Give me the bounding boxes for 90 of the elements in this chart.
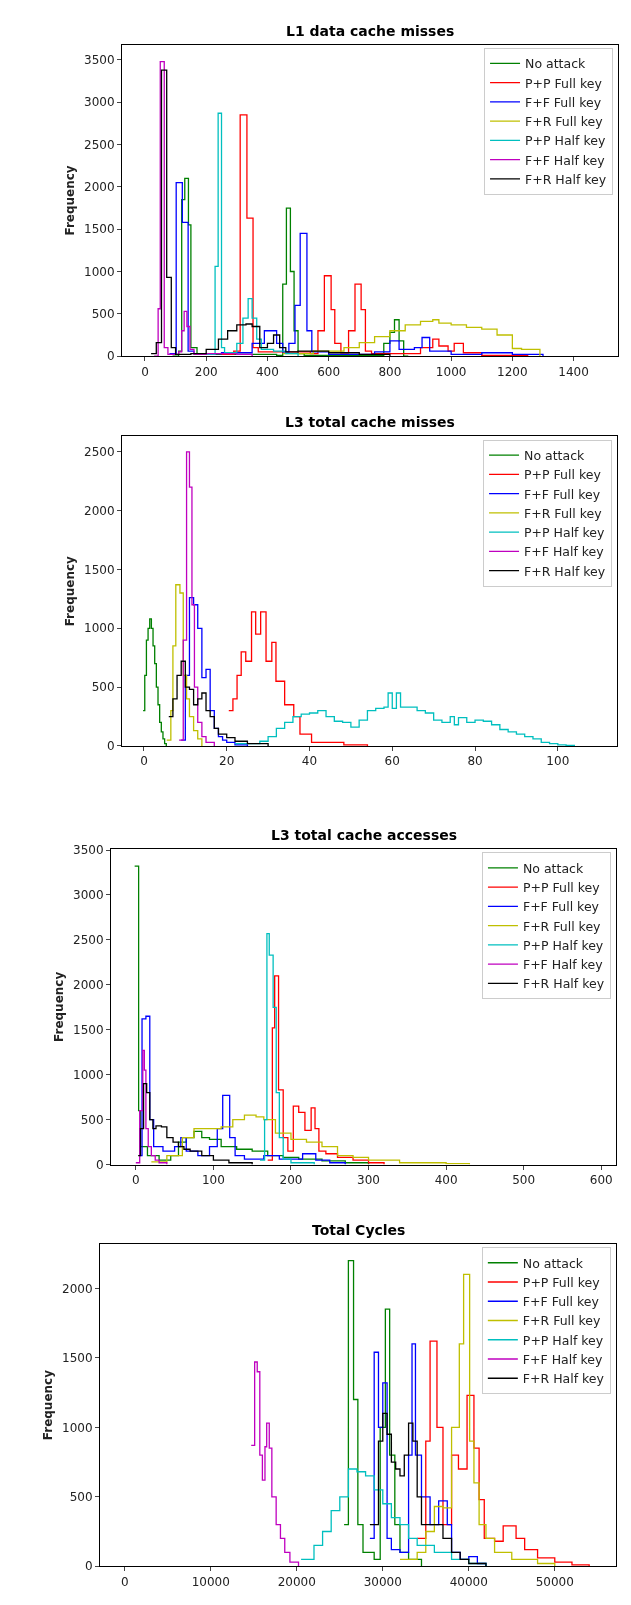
y-axis-title: Frequency <box>52 971 67 1042</box>
x-tick-label: 400 <box>434 1172 458 1187</box>
x-tick-label: 600 <box>317 364 341 379</box>
y-tick-label: 500 <box>91 680 115 695</box>
legend-label: F+F Half key <box>522 957 604 973</box>
legend-label: P+P Full key <box>525 75 603 91</box>
y-tick-label: 500 <box>80 1112 104 1127</box>
y-tick-label: 0 <box>106 739 115 754</box>
y-tick-label: 2500 <box>73 933 104 948</box>
y-tick-label: 0 <box>95 1157 104 1172</box>
x-tick-label: 0 <box>120 1574 129 1589</box>
y-tick-label: 1000 <box>84 264 115 279</box>
x-tick-label: 20 <box>219 754 235 769</box>
y-tick-label: 1500 <box>84 562 115 577</box>
y-tick-label: 3500 <box>84 53 115 68</box>
y-tick-label: 3000 <box>84 95 115 110</box>
legend-label: F+R Full key <box>524 505 603 521</box>
y-tick-label: 2000 <box>62 1281 93 1296</box>
legend-label: F+F Full key <box>522 1294 600 1310</box>
x-tick-label: 200 <box>279 1172 303 1187</box>
x-tick-label: 80 <box>467 754 483 769</box>
legend-label: P+P Half key <box>522 1332 604 1348</box>
y-tick-label: 500 <box>69 1489 93 1504</box>
legend-label: No attack <box>522 1255 584 1271</box>
y-tick-label: 1500 <box>73 1022 104 1037</box>
legend-label: F+R Full key <box>522 1313 601 1329</box>
legend-label: P+P Half key <box>522 937 604 953</box>
x-tick-label: 1200 <box>497 364 528 379</box>
y-tick-label: 0 <box>106 349 115 364</box>
legend-label: P+P Half key <box>525 133 606 149</box>
x-tick-label: 50000 <box>535 1574 574 1589</box>
x-tick-label: 500 <box>512 1172 536 1187</box>
y-tick-label: 1000 <box>73 1067 104 1082</box>
x-tick-label: 20000 <box>277 1574 316 1589</box>
legend-label: F+R Half key <box>522 976 605 992</box>
legend-label: F+F Full key <box>524 486 601 502</box>
y-tick-label: 0 <box>84 1559 93 1574</box>
legend-label: No attack <box>525 56 587 72</box>
x-tick-label: 300 <box>357 1172 380 1187</box>
y-tick-label: 2000 <box>84 503 115 518</box>
legend-label: No attack <box>522 860 584 876</box>
legend-label: F+R Full key <box>525 114 604 130</box>
y-tick-label: 3000 <box>73 888 104 903</box>
legend-label: F+R Half key <box>524 563 606 579</box>
x-tick-label: 600 <box>589 1172 613 1187</box>
x-tick-label: 40000 <box>449 1574 488 1589</box>
y-axis-title: Frequency <box>63 165 78 236</box>
y-tick-label: 1000 <box>84 621 115 636</box>
legend-label: No attack <box>524 448 586 464</box>
legend-label: F+F Half key <box>524 544 605 560</box>
x-tick-label: 200 <box>194 364 218 379</box>
legend-label: P+P Full key <box>524 467 602 483</box>
x-tick-label: 400 <box>255 364 279 379</box>
legend-label: F+R Full key <box>522 918 602 934</box>
legend-label: F+R Half key <box>522 1371 605 1387</box>
x-tick-label: 30000 <box>363 1574 402 1589</box>
y-tick-label: 1500 <box>84 222 115 237</box>
y-axis-title: Frequency <box>63 555 78 627</box>
legend-label: F+F Full key <box>525 94 602 110</box>
y-axis-title: Frequency <box>41 1369 56 1441</box>
y-tick-label: 2000 <box>84 180 115 195</box>
x-tick-label: 0 <box>141 364 149 379</box>
y-tick-label: 2000 <box>73 978 104 993</box>
y-tick-label: 2500 <box>84 444 115 459</box>
y-tick-label: 1500 <box>62 1351 93 1366</box>
legend-label: P+P Full key <box>522 1274 601 1290</box>
x-tick-label: 0 <box>132 1172 140 1187</box>
legend-label: F+F Full key <box>522 899 600 915</box>
legend-label: P+P Full key <box>522 880 601 896</box>
y-tick-label: 500 <box>91 307 115 322</box>
y-tick-label: 3500 <box>73 843 104 858</box>
x-tick-label: 800 <box>378 364 402 379</box>
legend-label: F+R Half key <box>525 171 607 187</box>
y-tick-label: 2500 <box>84 137 115 152</box>
legend-label: P+P Half key <box>524 525 605 541</box>
x-tick-label: 10000 <box>191 1574 230 1589</box>
chart-title: Total Cycles <box>312 1222 406 1238</box>
x-tick-label: 1000 <box>435 364 467 379</box>
x-tick-label: 40 <box>301 754 318 769</box>
chart-title: L1 data cache misses <box>286 23 455 39</box>
legend-label: F+F Half key <box>525 152 606 168</box>
chart-title: L3 total cache accesses <box>271 827 458 843</box>
y-tick-label: 1000 <box>62 1420 93 1435</box>
x-tick-label: 1400 <box>558 364 589 379</box>
x-tick-label: 100 <box>546 754 570 769</box>
x-tick-label: 60 <box>384 754 400 769</box>
x-tick-label: 0 <box>140 754 148 769</box>
x-tick-label: 100 <box>201 1172 225 1187</box>
chart-title: L3 total cache misses <box>285 414 455 430</box>
legend-label: F+F Half key <box>522 1351 604 1367</box>
